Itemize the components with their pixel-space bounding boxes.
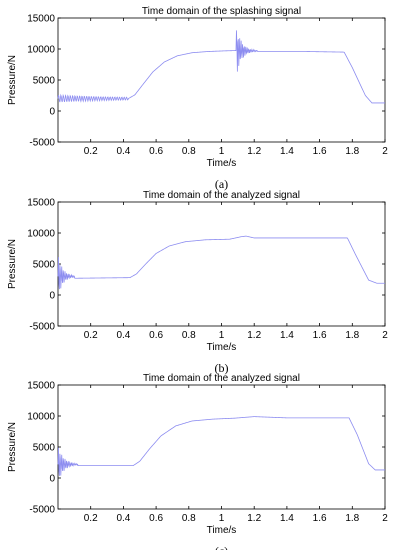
- chart-panel-0: Time domain of the splashing signal -5000…: [7, 6, 388, 191]
- y-tick-label: -5000: [29, 322, 55, 333]
- series-line: [57, 30, 385, 104]
- plot-frame: [57, 384, 386, 510]
- x-tick-label: 2: [382, 330, 388, 341]
- y-tick-label: -5000: [29, 138, 55, 149]
- x-tick-label: 0.2: [84, 146, 98, 157]
- x-tick-label: 1.2: [247, 330, 261, 341]
- y-tick-label: 5000: [33, 76, 56, 87]
- y-tick-label: 15000: [27, 198, 55, 209]
- x-tick-label: 0.6: [149, 330, 163, 341]
- x-tick-label: 1.4: [280, 146, 294, 157]
- x-tick-label: 2: [382, 146, 388, 157]
- x-tick-label: 0.8: [182, 146, 196, 157]
- x-tick-label: 2: [382, 513, 388, 524]
- y-axis-label: Pressure/N: [7, 239, 18, 289]
- chart-panel-2: Time domain of the analyzed signal -5000 0…: [7, 373, 388, 550]
- x-tick-label: 1.6: [313, 146, 327, 157]
- figure-caption: (c): [215, 544, 228, 550]
- y-tick-label: 0: [49, 474, 55, 485]
- y-tick-label: 5000: [33, 260, 56, 271]
- x-tick-label: 0.4: [116, 513, 130, 524]
- figure-caption: (a): [215, 177, 228, 191]
- x-tick-label: 1.8: [345, 146, 359, 157]
- x-tick-label: 0.2: [84, 330, 98, 341]
- x-tick-label: 0.6: [149, 146, 163, 157]
- x-axis-label: Time/s: [207, 525, 237, 536]
- x-tick-label: 1: [219, 513, 225, 524]
- y-axis-label: Pressure/N: [7, 422, 18, 472]
- y-tick-label: 15000: [27, 381, 55, 392]
- chart-title: Time domain of the analyzed signal: [143, 373, 300, 384]
- x-tick-label: 1.4: [280, 513, 294, 524]
- x-tick-label: 0.4: [116, 146, 130, 157]
- x-axis-label: Time/s: [207, 342, 237, 353]
- x-tick-label: 1: [219, 330, 225, 341]
- x-tick-label: 0.8: [182, 330, 196, 341]
- y-tick-label: 10000: [27, 412, 55, 423]
- x-tick-label: 1.6: [313, 330, 327, 341]
- y-tick-label: 5000: [33, 443, 56, 454]
- x-tick-label: 1.4: [280, 330, 294, 341]
- y-tick-label: 0: [49, 107, 55, 118]
- y-tick-label: 10000: [27, 45, 55, 56]
- x-tick-label: 0.2: [84, 513, 98, 524]
- x-tick-label: 1.6: [313, 513, 327, 524]
- x-tick-label: 1.2: [247, 146, 261, 157]
- x-tick-label: 1.2: [247, 513, 261, 524]
- x-tick-label: 1: [219, 146, 225, 157]
- y-tick-label: 10000: [27, 229, 55, 240]
- x-axis-label: Time/s: [207, 158, 237, 169]
- x-tick-label: 1.8: [345, 330, 359, 341]
- y-tick-label: 15000: [27, 14, 55, 25]
- plot-frame: [57, 17, 386, 143]
- y-tick-label: 0: [49, 291, 55, 302]
- x-tick-label: 0.6: [149, 513, 163, 524]
- figure-caption: (b): [215, 361, 229, 375]
- x-tick-label: 0.4: [116, 330, 130, 341]
- x-tick-label: 1.8: [345, 513, 359, 524]
- x-tick-label: 0.8: [182, 513, 196, 524]
- chart-title: Time domain of the analyzed signal: [143, 190, 300, 201]
- plot-frame: [57, 201, 386, 327]
- y-tick-label: -5000: [29, 505, 55, 516]
- series-line: [57, 416, 385, 476]
- series-line: [57, 235, 385, 290]
- chart-panel-1: Time domain of the analyzed signal -5000 0…: [7, 190, 388, 375]
- chart-title: Time domain of the splashing signal: [142, 6, 301, 17]
- y-axis-label: Pressure/N: [7, 55, 18, 105]
